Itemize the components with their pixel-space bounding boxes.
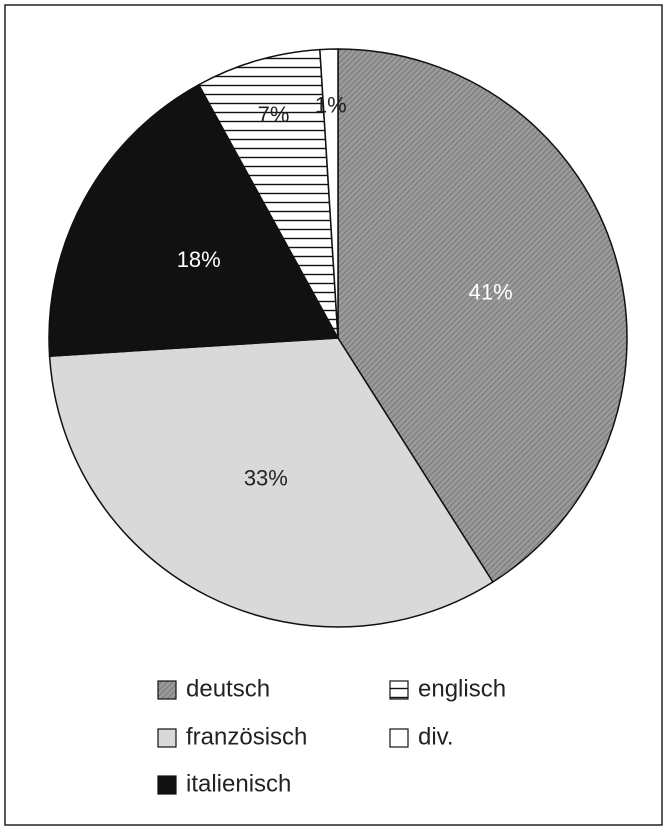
pie-slice bbox=[48, 83, 340, 357]
pie: 41% 33% 18% 7% 1% bbox=[48, 48, 628, 628]
pie-slice bbox=[319, 48, 339, 339]
legend-swatch bbox=[157, 728, 177, 748]
legend-swatch bbox=[389, 680, 409, 700]
legend-swatch bbox=[157, 680, 177, 700]
slice-label: 41% bbox=[469, 279, 513, 304]
legend-swatch bbox=[157, 775, 177, 795]
slice-label: 1% bbox=[315, 93, 347, 118]
legend-label: italienisch bbox=[186, 770, 291, 797]
legend-label: englisch bbox=[418, 675, 506, 702]
slice-label: 18% bbox=[177, 247, 221, 272]
pie-slice bbox=[48, 337, 494, 628]
legend-swatch bbox=[389, 728, 409, 748]
slice-label: 33% bbox=[244, 465, 288, 490]
slice-label: 7% bbox=[258, 102, 290, 127]
legend: deutsch französisch italienisch englisch div… bbox=[157, 675, 506, 797]
legend-label: deutsch bbox=[186, 675, 270, 702]
pie-slice bbox=[197, 48, 339, 339]
legend-label: französisch bbox=[186, 723, 307, 750]
legend-label: div. bbox=[418, 723, 454, 750]
pie-slice bbox=[337, 48, 628, 584]
